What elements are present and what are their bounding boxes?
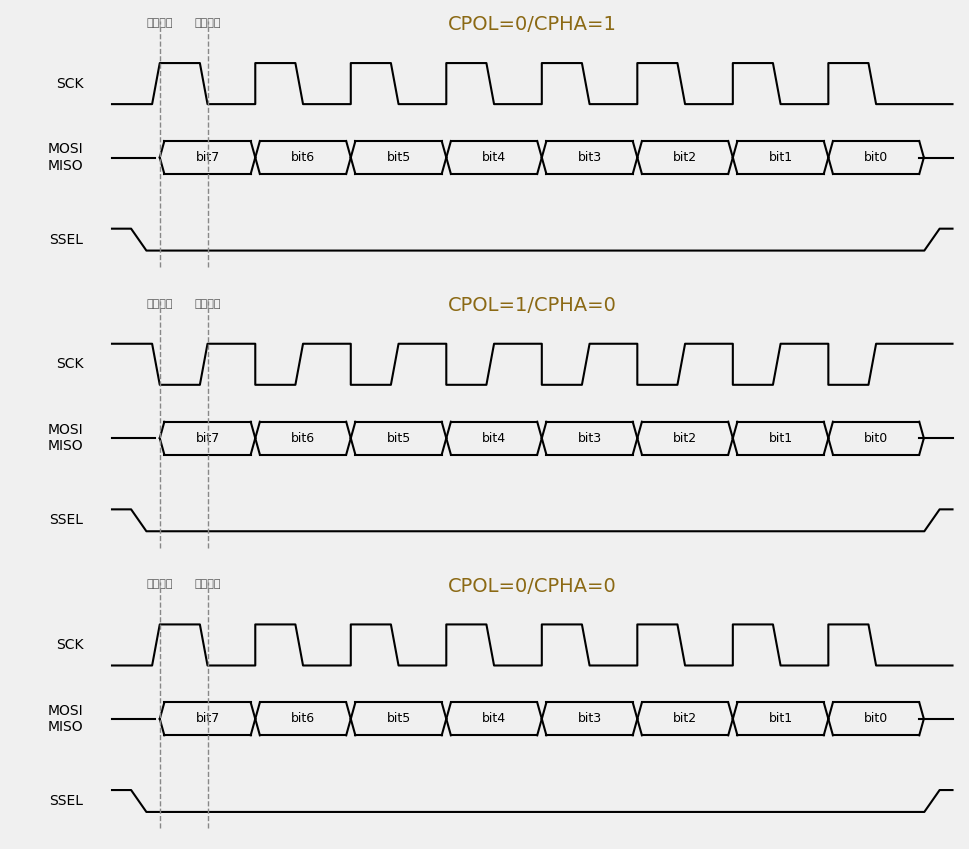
Text: bit4: bit4 [482,151,506,164]
Text: MOSI
MISO: MOSI MISO [47,704,83,734]
Text: SCK: SCK [56,357,83,371]
Text: 数据采样: 数据采样 [146,579,173,589]
Text: bit3: bit3 [578,151,602,164]
Text: bit5: bit5 [387,151,411,164]
Text: bit4: bit4 [482,431,506,445]
Text: bit7: bit7 [196,151,220,164]
Text: 数据采样: 数据采样 [146,299,173,308]
Text: SCK: SCK [56,76,83,91]
Text: bit5: bit5 [387,431,411,445]
Text: bit0: bit0 [864,712,889,725]
Text: MOSI
MISO: MOSI MISO [47,143,83,172]
Text: bit7: bit7 [196,431,220,445]
Text: bit1: bit1 [768,431,793,445]
Text: bit1: bit1 [768,712,793,725]
Text: 数据输出: 数据输出 [194,299,221,308]
Text: 数据输出: 数据输出 [146,18,173,28]
Text: MOSI
MISO: MOSI MISO [47,423,83,453]
Text: bit6: bit6 [291,712,315,725]
Text: bit6: bit6 [291,431,315,445]
Text: SSEL: SSEL [49,233,83,246]
Text: bit0: bit0 [864,431,889,445]
Text: bit2: bit2 [673,431,697,445]
Text: 数据输出: 数据输出 [194,579,221,589]
Text: CPOL=0/CPHA=1: CPOL=0/CPHA=1 [448,15,616,34]
Text: SSEL: SSEL [49,794,83,808]
Text: 数据采样: 数据采样 [194,18,221,28]
Text: bit4: bit4 [482,712,506,725]
Text: bit7: bit7 [196,712,220,725]
Text: bit0: bit0 [864,151,889,164]
Text: SSEL: SSEL [49,514,83,527]
Text: bit3: bit3 [578,712,602,725]
Text: SCK: SCK [56,638,83,652]
Text: bit2: bit2 [673,151,697,164]
Text: bit3: bit3 [578,431,602,445]
Text: bit1: bit1 [768,151,793,164]
Text: bit6: bit6 [291,151,315,164]
Text: CPOL=1/CPHA=0: CPOL=1/CPHA=0 [448,295,616,315]
Text: bit5: bit5 [387,712,411,725]
Text: CPOL=0/CPHA=0: CPOL=0/CPHA=0 [448,576,616,595]
Text: bit2: bit2 [673,712,697,725]
